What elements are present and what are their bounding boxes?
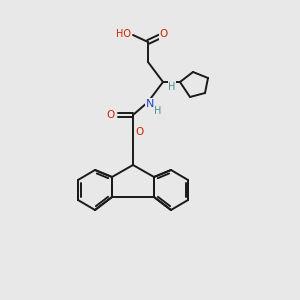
Text: O: O bbox=[135, 127, 143, 137]
Text: HO: HO bbox=[116, 29, 131, 39]
Text: H: H bbox=[168, 82, 176, 92]
Text: N: N bbox=[146, 99, 154, 109]
Text: H: H bbox=[154, 106, 162, 116]
Text: O: O bbox=[107, 110, 115, 120]
Text: O: O bbox=[160, 29, 168, 39]
